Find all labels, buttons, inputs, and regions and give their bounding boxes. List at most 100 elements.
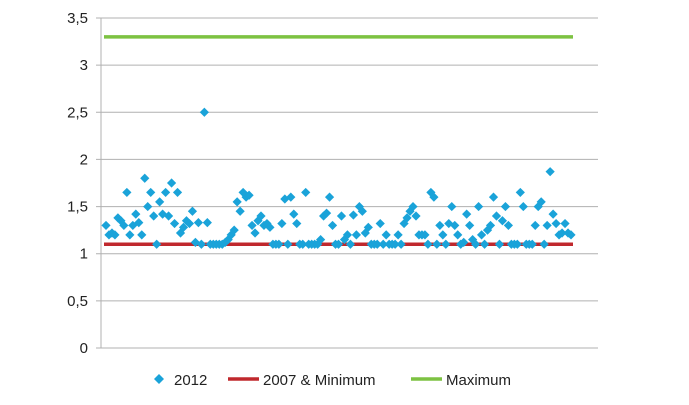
data-point-2012	[193, 218, 204, 228]
data-point-2012	[318, 211, 329, 221]
data-point-2012	[336, 211, 347, 221]
data-point-2012	[459, 237, 469, 247]
data-point-2012	[447, 201, 457, 212]
data-point-2012	[566, 230, 576, 240]
data-point-2012	[250, 228, 260, 238]
data-point-2012	[476, 230, 487, 240]
data-point-2012	[348, 210, 359, 220]
data-point-2012	[101, 220, 111, 231]
data-point-2012	[554, 230, 564, 240]
data-point-2012	[494, 239, 505, 249]
data-point-2012	[465, 220, 475, 231]
data-point-2012	[426, 187, 436, 198]
data-point-2012	[155, 197, 165, 207]
data-point-2012	[402, 213, 412, 223]
data-point-2012	[152, 239, 162, 249]
data-point-2012	[265, 222, 275, 232]
data-point-2012	[488, 192, 499, 202]
y-axis-ticks: 0 0,5 1 1,5 2 2,5 3 3,5	[67, 10, 88, 357]
y-tick-label: 3,5	[67, 10, 88, 27]
data-point-2012	[381, 230, 391, 240]
data-point-2012	[357, 206, 367, 216]
data-point-2012	[163, 211, 174, 221]
data-point-2012	[149, 211, 159, 221]
data-point-2012	[432, 239, 442, 249]
legend-label-2007-minimum: 2007 & Minimum	[263, 372, 376, 389]
data-point-2012	[503, 220, 514, 231]
data-point-2012	[140, 173, 150, 183]
data-point-2012	[283, 239, 293, 249]
data-point-2012	[500, 201, 511, 212]
data-point-2012	[286, 192, 296, 202]
data-point-2012	[551, 218, 561, 229]
data-point-2012	[453, 230, 463, 240]
data-point-2012	[253, 216, 263, 226]
data-point-2012	[411, 211, 421, 221]
data-point-2012	[527, 239, 537, 249]
data-point-2012	[199, 107, 209, 117]
data-point-2012	[390, 239, 400, 249]
legend-label-maximum: Maximum	[446, 372, 511, 389]
data-point-2012	[172, 187, 183, 198]
data-point-2012	[435, 220, 445, 231]
data-point-2012	[512, 239, 522, 249]
data-point-2012	[530, 220, 540, 231]
data-point-2012	[327, 220, 338, 231]
data-point-2012	[441, 239, 451, 249]
data-point-2012	[345, 239, 356, 249]
data-point-2012	[333, 239, 344, 249]
data-point-2012	[423, 239, 433, 249]
y-tick-label: 1,5	[67, 199, 88, 216]
data-point-2012	[438, 230, 448, 240]
data-point-2012	[289, 209, 299, 219]
data-point-2012	[473, 201, 484, 212]
legend-item-maximum: Maximum	[411, 372, 511, 389]
data-point-2012	[354, 201, 364, 212]
data-point-2012	[292, 218, 302, 229]
y-tick-label: 2,5	[67, 104, 88, 121]
y-tick-label: 0	[80, 340, 88, 357]
data-point-2012	[542, 220, 552, 231]
data-point-2012	[169, 218, 180, 229]
data-point-2012	[536, 197, 546, 207]
data-point-2012	[137, 230, 147, 240]
data-point-2012	[324, 192, 335, 202]
plot-series	[101, 35, 576, 249]
data-point-2012	[372, 239, 382, 249]
data-point-2012	[420, 230, 430, 240]
data-point-2012	[301, 187, 311, 198]
data-point-2012	[244, 190, 254, 200]
data-point-2012	[462, 209, 472, 219]
data-point-2012	[485, 220, 496, 231]
data-point-2012	[313, 239, 323, 249]
data-point-2012	[184, 218, 195, 229]
data-point-2012	[122, 187, 132, 198]
data-point-2012	[468, 234, 478, 245]
y-tick-label: 2	[80, 151, 88, 168]
data-point-2012	[497, 216, 508, 226]
legend-label-2012: 2012	[174, 372, 207, 389]
data-point-2012	[202, 218, 212, 228]
data-point-2012	[545, 167, 555, 177]
data-point-2012	[444, 218, 454, 229]
data-point-2012	[235, 206, 245, 216]
y-tick-label: 1	[80, 246, 88, 263]
data-point-2012	[119, 220, 129, 231]
data-point-2012	[479, 239, 490, 249]
data-point-2012	[471, 239, 481, 249]
data-point-2012	[393, 230, 403, 240]
data-point-2012	[375, 218, 385, 229]
data-point-2012	[277, 218, 287, 229]
data-point-2012	[247, 220, 257, 231]
data-point-2012	[342, 230, 353, 240]
data-point-2012	[110, 230, 120, 240]
legend: 2012 2007 & Minimum Maximum	[154, 372, 511, 389]
data-point-2012	[298, 239, 308, 249]
data-point-2012	[539, 239, 549, 249]
data-point-2012	[131, 209, 141, 219]
data-point-2012	[178, 222, 189, 232]
data-point-2012	[482, 225, 493, 235]
data-point-2012	[146, 187, 156, 198]
data-point-2012	[518, 201, 528, 212]
data-point-2012	[548, 209, 558, 219]
